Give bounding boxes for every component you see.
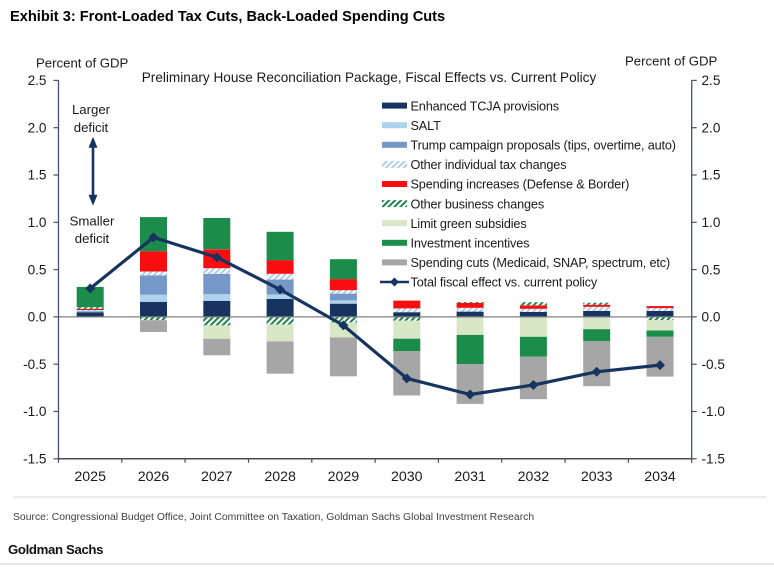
svg-text:Spending increases (Defense &: Spending increases (Defense & Border) xyxy=(411,178,630,192)
svg-text:2.5: 2.5 xyxy=(28,73,47,88)
svg-text:1.5: 1.5 xyxy=(28,168,47,183)
svg-text:1.0: 1.0 xyxy=(28,215,47,230)
svg-text:Investment incentives: Investment incentives xyxy=(411,237,530,251)
svg-text:-1.0: -1.0 xyxy=(23,404,47,419)
svg-text:-0.5: -0.5 xyxy=(23,357,46,372)
svg-text:2025: 2025 xyxy=(74,469,106,485)
svg-text:Total fiscal effect vs. curren: Total fiscal effect vs. current policy xyxy=(411,276,598,290)
svg-text:Other business changes: Other business changes xyxy=(411,197,545,211)
svg-text:Trump campaign proposals (tips: Trump campaign proposals (tips, overtime… xyxy=(411,139,676,153)
svg-text:1.5: 1.5 xyxy=(702,168,721,183)
svg-text:2034: 2034 xyxy=(644,469,676,485)
svg-text:2026: 2026 xyxy=(138,469,170,485)
svg-text:2.5: 2.5 xyxy=(702,73,721,88)
svg-text:Source: Congressional Budget O: Source: Congressional Budget Office, Joi… xyxy=(13,512,534,523)
svg-text:Preliminary House Reconciliati: Preliminary House Reconciliation Package… xyxy=(142,70,597,85)
svg-text:-1.5: -1.5 xyxy=(23,452,46,467)
svg-text:2033: 2033 xyxy=(581,469,613,485)
svg-text:2028: 2028 xyxy=(264,469,296,485)
svg-text:SALT: SALT xyxy=(411,119,442,133)
svg-text:0.0: 0.0 xyxy=(702,310,721,325)
svg-text:2030: 2030 xyxy=(391,469,423,485)
svg-text:Exhibit 3: Front-Loaded Tax Cu: Exhibit 3: Front-Loaded Tax Cuts, Back-L… xyxy=(10,9,445,25)
svg-text:-0.5: -0.5 xyxy=(702,357,725,372)
svg-text:0.5: 0.5 xyxy=(702,262,721,277)
svg-text:2032: 2032 xyxy=(518,469,550,485)
svg-text:-1.5: -1.5 xyxy=(702,452,725,467)
svg-text:Limit green subsidies: Limit green subsidies xyxy=(411,217,527,231)
svg-text:deficit: deficit xyxy=(74,120,109,135)
svg-text:deficit: deficit xyxy=(75,231,110,246)
svg-text:Larger: Larger xyxy=(72,102,111,117)
svg-text:Goldman Sachs: Goldman Sachs xyxy=(8,542,103,557)
svg-text:2027: 2027 xyxy=(201,469,233,485)
svg-text:Percent of GDP: Percent of GDP xyxy=(36,56,129,71)
svg-text:2031: 2031 xyxy=(454,469,486,485)
svg-text:0.5: 0.5 xyxy=(28,262,47,277)
svg-text:1.0: 1.0 xyxy=(702,215,721,230)
svg-text:Enhanced TCJA provisions: Enhanced TCJA provisions xyxy=(411,99,560,113)
svg-text:Other individual tax changes: Other individual tax changes xyxy=(411,158,567,172)
svg-text:2.0: 2.0 xyxy=(28,120,47,135)
svg-text:Spending cuts (Medicaid, SNAP,: Spending cuts (Medicaid, SNAP, spectrum,… xyxy=(411,256,671,270)
svg-text:Percent of GDP: Percent of GDP xyxy=(625,54,718,69)
svg-text:-1.0: -1.0 xyxy=(702,404,726,419)
svg-text:2029: 2029 xyxy=(328,469,360,485)
svg-text:2.0: 2.0 xyxy=(702,120,721,135)
svg-text:0.0: 0.0 xyxy=(28,310,47,325)
svg-text:Smaller: Smaller xyxy=(70,214,115,229)
